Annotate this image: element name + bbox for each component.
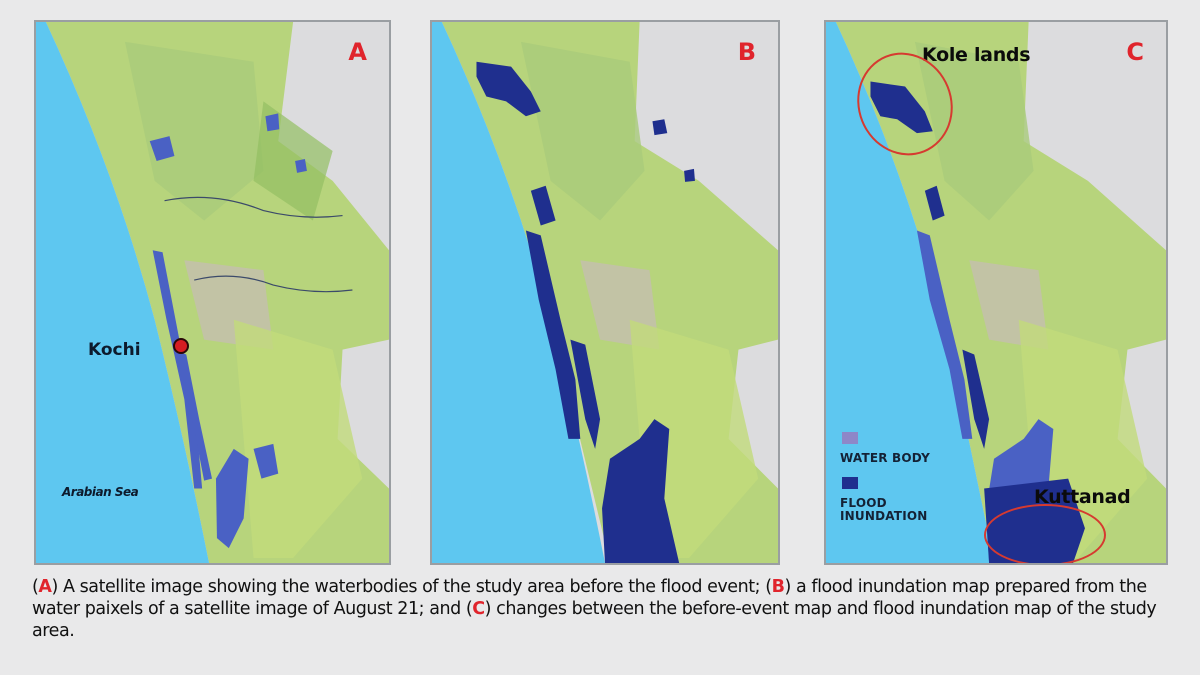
map-legend: WATER BODY FLOOD INUNDATION bbox=[840, 432, 955, 535]
legend-label-flood-inundation: FLOOD INUNDATION bbox=[840, 496, 928, 523]
legend-swatch-water-body bbox=[842, 432, 858, 444]
flood-inundation-map-b bbox=[432, 22, 778, 563]
caption-letter-a: A bbox=[38, 577, 52, 597]
legend-label-water-body: WATER BODY bbox=[840, 451, 930, 465]
caption-text-c: ) changes between the before-event map a… bbox=[32, 599, 1157, 641]
region-label-kuttanad: Kuttanad bbox=[1034, 486, 1131, 508]
caption-text-a: A satellite image showing the waterbodie… bbox=[57, 577, 772, 597]
caption-letter-c: C bbox=[472, 599, 485, 619]
kochi-location-marker bbox=[173, 338, 189, 354]
sea-label-arabian-sea: Arabian Sea bbox=[62, 485, 139, 499]
caption-letter-b: B bbox=[771, 577, 785, 597]
city-label-kochi: Kochi bbox=[88, 340, 141, 360]
kuttanad-highlight-ellipse bbox=[984, 504, 1106, 563]
map-panel-b: B bbox=[430, 20, 780, 565]
figure-caption: (A) A satellite image showing the waterb… bbox=[32, 577, 1157, 641]
change-map-c bbox=[826, 22, 1166, 563]
legend-swatch-flood-inundation bbox=[842, 477, 858, 489]
caption-text-b: ) a flood inundation map prepared from t… bbox=[32, 577, 1147, 619]
region-label-kole-lands: Kole lands bbox=[922, 44, 1031, 66]
panel-letter-a: A bbox=[348, 38, 367, 66]
map-panel-a: A Kochi Arabian Sea bbox=[34, 20, 391, 565]
panel-letter-c: C bbox=[1126, 38, 1144, 66]
map-panel-c: C Kole lands Kuttanad WATER BODY FLOOD I… bbox=[824, 20, 1168, 565]
panel-letter-b: B bbox=[737, 38, 756, 66]
satellite-map-a bbox=[36, 22, 389, 563]
